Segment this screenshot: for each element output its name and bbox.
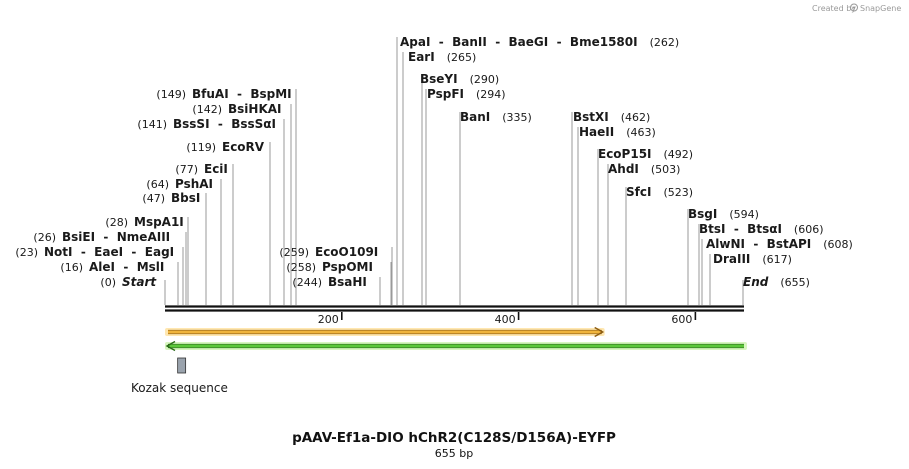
site-pos-bsssi: (141) [137, 118, 167, 131]
site-name-mspa1i: MspA1I [134, 215, 184, 229]
site-name-alei: AleI - MslI [89, 260, 164, 274]
site-name-alwni: AlwNI - BstAPI [706, 237, 811, 251]
site-name-haeii: HaeII [579, 125, 614, 139]
site-name-eari: EarI [408, 50, 435, 64]
site-pos-bfuai: (149) [156, 88, 186, 101]
site-pos-pspomi: (258) [286, 261, 316, 274]
site-labels: Start (0) AleI - MslI (16) NotI - EaeI - Eag… [15, 35, 852, 289]
site-name-end: End [743, 275, 769, 289]
site-name-bsahi: BsaHI [328, 275, 367, 289]
features [165, 326, 747, 352]
credit-brand: SnapGene [860, 4, 901, 13]
site-pos-bsahi: (244) [292, 276, 322, 289]
site-name-bseyi: BseYI [420, 72, 458, 86]
site-pos-bbsi: (47) [142, 192, 165, 205]
site-name-bsihkai: BsiHKAI [228, 102, 282, 116]
site-pos-ecoo109i: (259) [279, 246, 309, 259]
green-arrow [165, 340, 747, 352]
site-pos-start: (0) [100, 276, 116, 289]
site-name-bsgi: BsgI [688, 207, 717, 221]
site-name-ecii: EciI [204, 162, 228, 176]
site-pos-draiii: (617) [762, 253, 792, 266]
site-pos-ecii: (77) [175, 163, 198, 176]
kozak-label: Kozak sequence [131, 381, 228, 395]
site-name-btsi: BtsI - BtsαI [699, 222, 782, 236]
site-name-pspomi: PspOMI [322, 260, 373, 274]
map-title: pAAV-Ef1a-DIO hChR2(C128S/D156A)-EYFP [292, 430, 616, 446]
site-pos-bstxi: (462) [621, 111, 651, 124]
snapgene-logo [850, 3, 858, 12]
site-name-bstxi: BstXI [573, 110, 609, 124]
site-name-pspfi: PspFI [427, 87, 464, 101]
site-name-draiii: DraIII [713, 252, 750, 266]
site-pos-haeii: (463) [626, 126, 656, 139]
site-name-bsiei: BsiEI - NmeAIII [62, 230, 170, 244]
site-pos-apai: (262) [650, 36, 680, 49]
site-name-bfuai: BfuAI - BspMI [192, 87, 292, 101]
orange-arrow [165, 326, 605, 338]
kozak-feature-box [177, 357, 187, 374]
site-pos-ahdi: (503) [651, 163, 681, 176]
site-name-bbsi: BbsI [171, 191, 200, 205]
site-pos-bsiei: (26) [33, 231, 56, 244]
sequence-backbone [165, 305, 744, 312]
site-pos-end: (655) [780, 276, 810, 289]
credit-text: Created by [812, 4, 856, 13]
site-name-pshai: PshAI [175, 177, 213, 191]
site-name-ahdi: AhdI [608, 162, 639, 176]
site-name-ecorv: EcoRV [222, 140, 265, 154]
site-name-noti: NotI - EaeI - EagI [44, 245, 174, 259]
ruler-label-400: 400 [495, 313, 516, 326]
site-name-apai: ApaI - BanII - BaeGI - Bme1580I [400, 35, 638, 49]
site-pos-bani: (335) [502, 111, 532, 124]
site-pos-sfci: (523) [663, 186, 693, 199]
site-pos-btsi: (606) [794, 223, 824, 236]
site-pos-noti: (23) [15, 246, 38, 259]
lead-lines [164, 37, 744, 305]
site-name-sfci: SfcI [626, 185, 651, 199]
site-pos-alwni: (608) [823, 238, 853, 251]
site-pos-eari: (265) [447, 51, 477, 64]
site-name-ecoo109i: EcoO109I [315, 245, 378, 259]
site-name-start: Start [122, 275, 157, 289]
site-name-bsssi: BssSI - BssSαI [173, 117, 276, 131]
site-pos-pspfi: (294) [476, 88, 506, 101]
site-pos-pshai: (64) [146, 178, 169, 191]
site-pos-bsgi: (594) [729, 208, 759, 221]
site-pos-ecorv: (119) [186, 141, 216, 154]
ruler-label-600: 600 [671, 313, 692, 326]
site-pos-ecop15i: (492) [664, 148, 694, 161]
ruler-label-200: 200 [318, 313, 339, 326]
site-pos-bsihkai: (142) [192, 103, 222, 116]
site-pos-bseyi: (290) [470, 73, 500, 86]
site-name-ecop15i: EcoP15I [598, 147, 652, 161]
map-length: 655 bp [435, 447, 473, 460]
site-pos-alei: (16) [60, 261, 83, 274]
site-name-bani: BanI [460, 110, 490, 124]
ruler: 200 400 600 [318, 312, 697, 326]
site-pos-mspa1i: (28) [105, 216, 128, 229]
